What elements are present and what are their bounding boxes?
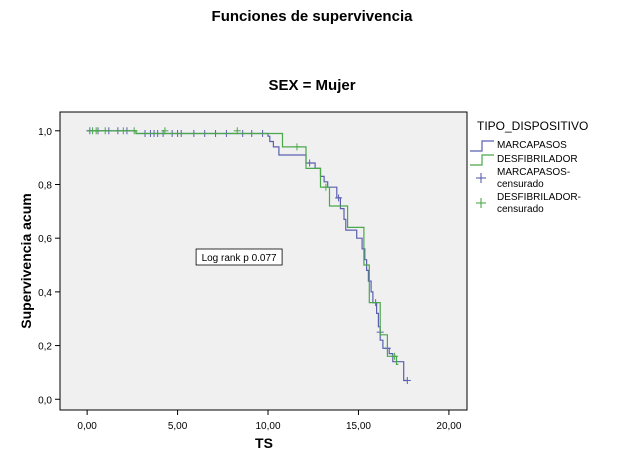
- annotation-box: [195, 248, 283, 266]
- y-tick-label: 0,0: [38, 395, 52, 406]
- censor-mark-desfibrilador: [101, 127, 109, 135]
- legend-item-desfibrilador: DESFIBRILADOR: [470, 154, 578, 166]
- y-tick-label: 0,2: [38, 342, 52, 353]
- censor-mark-marcapasos: [335, 194, 343, 202]
- chart-title: Funciones de supervivencia: [212, 8, 414, 25]
- censor-mark-desfibrilador: [130, 127, 138, 135]
- censor-mark-marcapasos: [306, 159, 314, 167]
- legend-label: DESFIBRILADOR-: [497, 192, 581, 203]
- legend: TIPO_DISPOSITIVO MARCAPASOS DESFIBRILADOR…: [470, 119, 588, 215]
- legend-item-desfibrilador-censurado: DESFIBRILADOR-censurado: [476, 192, 581, 215]
- censor-mark-desfibrilador: [161, 127, 169, 135]
- censor-mark-desfibrilador: [119, 127, 127, 135]
- y-axis-label: Supervivencia acum: [18, 193, 34, 328]
- chart-subtitle: SEX = Mujer: [268, 77, 355, 94]
- y-tick-label: 0,4: [38, 288, 52, 299]
- censor-mark-marcapasos: [403, 376, 411, 384]
- legend-label: MARCAPASOS-: [497, 167, 570, 178]
- x-tick-label: 20,00: [436, 421, 461, 432]
- axis-ticks: 0,00 5,00 10,00 15,00 20,00 0,0 0,2 0,4 0,6 0,8 1,…: [38, 127, 462, 432]
- legend-label: censurado: [497, 179, 544, 190]
- annotation-group: Log rank p 0.077: [195, 248, 283, 266]
- y-tick-label: 1,0: [38, 127, 52, 138]
- y-tick-label: 0,8: [38, 180, 52, 191]
- x-tick-label: 15,00: [346, 421, 371, 432]
- legend-label: MARCAPASOS: [497, 140, 567, 151]
- x-axis-label: TS: [255, 435, 273, 451]
- legend-swatch: [470, 154, 494, 166]
- legend-item-marcapasos-censurado: MARCAPASOS-censurado: [476, 167, 570, 190]
- censor-mark-desfibrilador: [92, 127, 100, 135]
- y-tick-label: 0,6: [38, 234, 52, 245]
- legend-item-marcapasos: MARCAPASOS: [470, 140, 567, 152]
- censor-mark-desfibrilador: [233, 127, 241, 135]
- series-line-desfibrilador: [87, 130, 399, 365]
- x-tick-label: 5,00: [168, 421, 188, 432]
- x-tick-label: 10,00: [256, 421, 281, 432]
- x-tick-label: 0,00: [77, 421, 97, 432]
- legend-title: TIPO_DISPOSITIVO: [477, 119, 588, 133]
- censor-mark-desfibrilador: [293, 143, 301, 151]
- plot-series: [86, 127, 411, 384]
- legend-label: DESFIBRILADOR: [497, 154, 578, 165]
- legend-swatch: [470, 140, 494, 152]
- censor-mark-desfibrilador: [391, 352, 399, 360]
- censor-mark-desfibrilador: [322, 183, 330, 191]
- annotation-text: Log rank p 0.077: [202, 253, 277, 264]
- legend-label: censurado: [497, 204, 544, 215]
